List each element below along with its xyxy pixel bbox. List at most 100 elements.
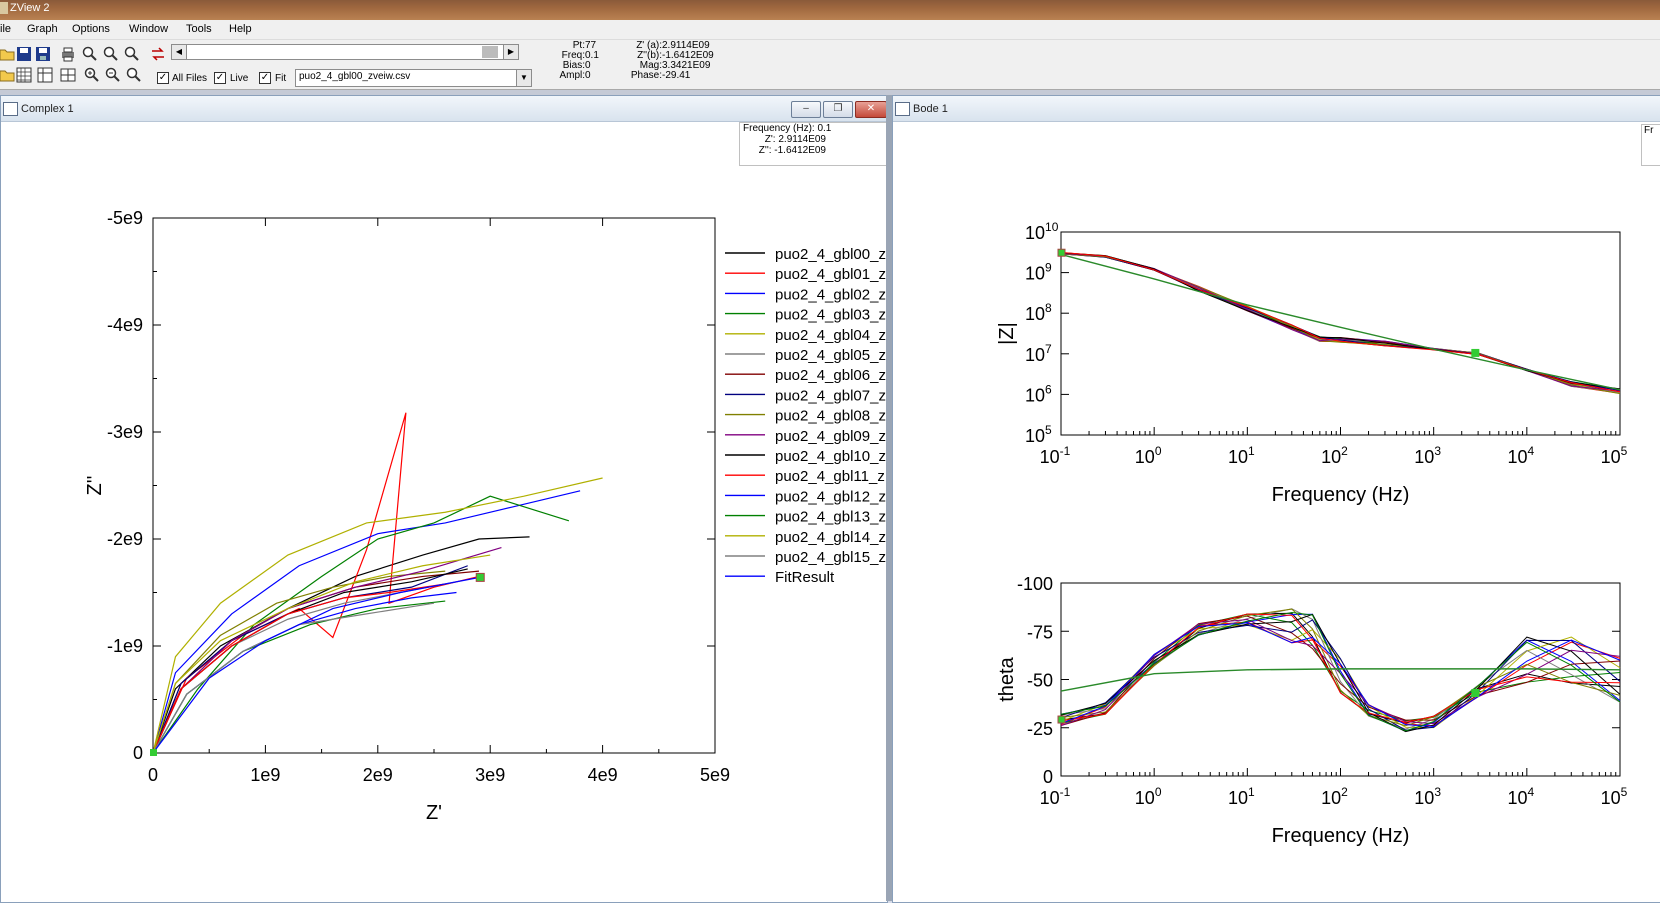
scroll-thumb[interactable] <box>482 46 498 58</box>
mag-y-axis-label: |Z| <box>996 322 1018 345</box>
zoom-out-icon[interactable] <box>105 67 121 83</box>
info-zimag: Z'': -1.6412E09 <box>758 145 826 156</box>
legend-entry: puo2_4_gbl01_z <box>775 266 886 283</box>
y-tick-label: -4e9 <box>107 315 143 335</box>
phase-y-tick-label: -75 <box>1027 622 1053 642</box>
scroll-right-button[interactable]: ▶ <box>503 45 518 59</box>
mag-series-line <box>1060 251 1621 393</box>
mag-y-tick-label: 109 <box>1025 261 1052 284</box>
mag-y-tick-label: 106 <box>1025 382 1052 405</box>
x-axis-label: Z' <box>426 802 442 824</box>
selected-point-marker <box>475 572 485 582</box>
scroll-left-button[interactable]: ◀ <box>172 45 187 59</box>
phase-series-line <box>1060 611 1621 732</box>
file-select-value: puo2_4_gbl00_zveiw.csv <box>299 71 411 82</box>
save-icon[interactable] <box>16 46 32 62</box>
grid-icon[interactable] <box>16 67 32 83</box>
mag-x-tick-label: 10-1 <box>1040 444 1071 467</box>
open-folder-icon[interactable] <box>0 46 16 62</box>
phase-x-tick-label: 100 <box>1135 785 1162 808</box>
phase-frame <box>1060 582 1621 777</box>
legend-entry: puo2_4_gbl02_z <box>775 286 886 303</box>
legend-entry: puo2_4_gbl00_z <box>775 246 886 263</box>
bode-window-caption[interactable]: Bode 1 <box>893 96 1660 122</box>
phase-x-tick-label: 103 <box>1414 785 1441 808</box>
menu-options[interactable]: Options <box>72 23 110 35</box>
chevron-down-icon[interactable]: ▼ <box>516 70 531 86</box>
menu-file[interactable]: ile <box>0 23 12 35</box>
save-as-icon[interactable] <box>35 46 51 62</box>
legend-entry: puo2_4_gbl06_z <box>775 367 886 384</box>
frame-icon[interactable] <box>60 67 76 83</box>
legend-entry: puo2_4_gbl05_z <box>775 347 886 364</box>
restore-button[interactable]: ❐ <box>823 101 853 118</box>
info-zreal: Z': 2.9114E09 <box>764 134 826 145</box>
y-tick-label: -1e9 <box>107 636 143 656</box>
print-icon[interactable] <box>60 46 76 62</box>
nyquist-plot[interactable]: 0 1e9 2e9 3e9 4e9 5e9 0 -1e9 -2e9 -3e9 -4e9 -5e9 Z' Z… <box>1 122 887 902</box>
x-tick-label: 2e9 <box>363 765 393 785</box>
y-tick-label: 0 <box>133 743 143 763</box>
open-folder-icon-2[interactable] <box>0 67 16 83</box>
mag-selected-marker <box>1471 348 1480 357</box>
phase-series-line <box>1060 613 1621 723</box>
zoom-in-icon[interactable] <box>84 67 100 83</box>
table-icon[interactable] <box>37 67 53 83</box>
data-point-scrollbar[interactable]: ◀ ▶ <box>171 44 519 60</box>
x-tick-label: 0 <box>148 765 158 785</box>
mag-x-tick-label: 103 <box>1414 444 1441 467</box>
phase-series-line <box>1060 615 1621 726</box>
mag-x-tick-label: 105 <box>1601 444 1628 467</box>
live-checkbox[interactable]: ✓ <box>214 72 226 84</box>
complex-window-caption[interactable]: Complex 1 – ❐ ✕ <box>1 96 887 122</box>
x-tick-label: 5e9 <box>700 765 730 785</box>
phase-selected-marker <box>1471 689 1480 698</box>
zoom-icon[interactable] <box>126 67 142 83</box>
phase-start-marker <box>1057 715 1066 724</box>
live-label: Live <box>230 73 249 84</box>
zoom-reset-icon[interactable] <box>124 46 140 62</box>
phase-series-line <box>1060 613 1621 724</box>
bode-plots[interactable]: 10-1 100 101 102 103 104 105 105 106 107 108 109 101… <box>893 122 1660 902</box>
mag-x-tick-label: 100 <box>1135 444 1162 467</box>
y-tick-label: -2e9 <box>107 529 143 549</box>
legend-entry: puo2_4_gbl03_z <box>775 307 886 324</box>
info-frequency: Frequency (Hz): 0.1 <box>743 123 832 134</box>
phase-fit-line <box>1060 668 1621 692</box>
zoom-fit-alt-icon[interactable] <box>103 46 119 62</box>
mag-x-tick-label: 101 <box>1228 444 1255 467</box>
x-tick-label: 4e9 <box>588 765 618 785</box>
phase-x-axis-label: Frequency (Hz) <box>1272 825 1410 847</box>
menu-graph[interactable]: Graph <box>27 23 58 35</box>
zoom-fit-icon[interactable] <box>82 46 98 62</box>
menu-window[interactable]: Window <box>129 23 169 35</box>
plot-window-icon-2 <box>895 102 910 116</box>
complex-plot-area: 0 1e9 2e9 3e9 4e9 5e9 0 -1e9 -2e9 -3e9 -4e9 -5e9 Z' Z… <box>1 122 889 902</box>
minimize-button[interactable]: – <box>791 101 821 118</box>
all-files-checkbox[interactable]: ✓ <box>157 72 169 84</box>
file-select[interactable]: puo2_4_gbl00_zveiw.csv ▼ <box>295 69 532 87</box>
y-tick-label: -5e9 <box>107 208 143 228</box>
phase-x-tick-label: 10-1 <box>1040 785 1071 808</box>
menu-tools[interactable]: Tools <box>186 23 212 35</box>
x-tick-label: 3e9 <box>475 765 505 785</box>
phase-x-tick-label: 104 <box>1507 785 1534 808</box>
phase-y-tick-label: -50 <box>1027 671 1053 691</box>
fit-checkbox[interactable]: ✓ <box>259 72 271 84</box>
legend-entry: puo2_4_gbl04_z <box>775 327 886 344</box>
phase-y-tick-label: -100 <box>1017 574 1053 594</box>
legend-entry: puo2_4_gbl11_z <box>775 468 885 485</box>
series-line <box>152 576 480 754</box>
close-button[interactable]: ✕ <box>855 101 887 118</box>
phase-series-line <box>1060 608 1621 730</box>
plot-window-icon <box>3 102 18 116</box>
legend-entry: FitResult <box>775 569 835 586</box>
phase-series-line <box>1060 622 1621 728</box>
toolbar: ◀ ▶ ✓ All Files ✓ Live ✓ Fit puo2_4_gbl0… <box>0 40 1660 90</box>
window-splitter[interactable] <box>886 95 892 901</box>
swap-icon[interactable] <box>150 46 166 62</box>
y-axis-label: Z'' <box>84 476 106 496</box>
point-readout: Pt:77 Freq:0.1 Bias:0 Ampl:0 <box>559 40 599 81</box>
fit-label: Fit <box>275 73 287 84</box>
menu-help[interactable]: Help <box>229 23 252 35</box>
